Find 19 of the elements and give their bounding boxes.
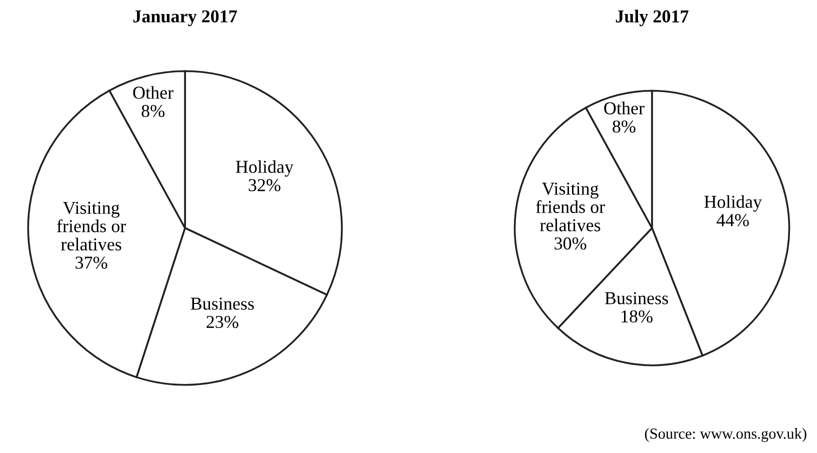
- slice-label: Business: [604, 292, 668, 304]
- data-label: 8%: [612, 120, 636, 133]
- slice-label: Other: [604, 102, 644, 114]
- text: (Source: www.ons.gov.uk): [645, 428, 806, 442]
- slice-label: Business: [190, 298, 254, 310]
- chart-title: July 2017: [616, 10, 688, 26]
- slice-label: Other: [133, 86, 174, 99]
- slice-label: Visiting friends or relatives: [536, 182, 605, 232]
- data-label: 37%: [76, 256, 108, 269]
- slice-label: Visiting friends or relatives: [57, 202, 126, 251]
- slice-label: Holiday: [236, 160, 294, 177]
- data-label: 32%: [248, 179, 280, 192]
- data-label: 18%: [622, 310, 652, 323]
- data-label: 23%: [206, 316, 238, 328]
- chart-title: January 2017: [133, 10, 237, 26]
- data-label: 44%: [716, 214, 749, 226]
- data-label: 8%: [142, 104, 164, 118]
- slice-label: Holiday: [704, 195, 762, 212]
- data-label: 30%: [554, 237, 586, 250]
